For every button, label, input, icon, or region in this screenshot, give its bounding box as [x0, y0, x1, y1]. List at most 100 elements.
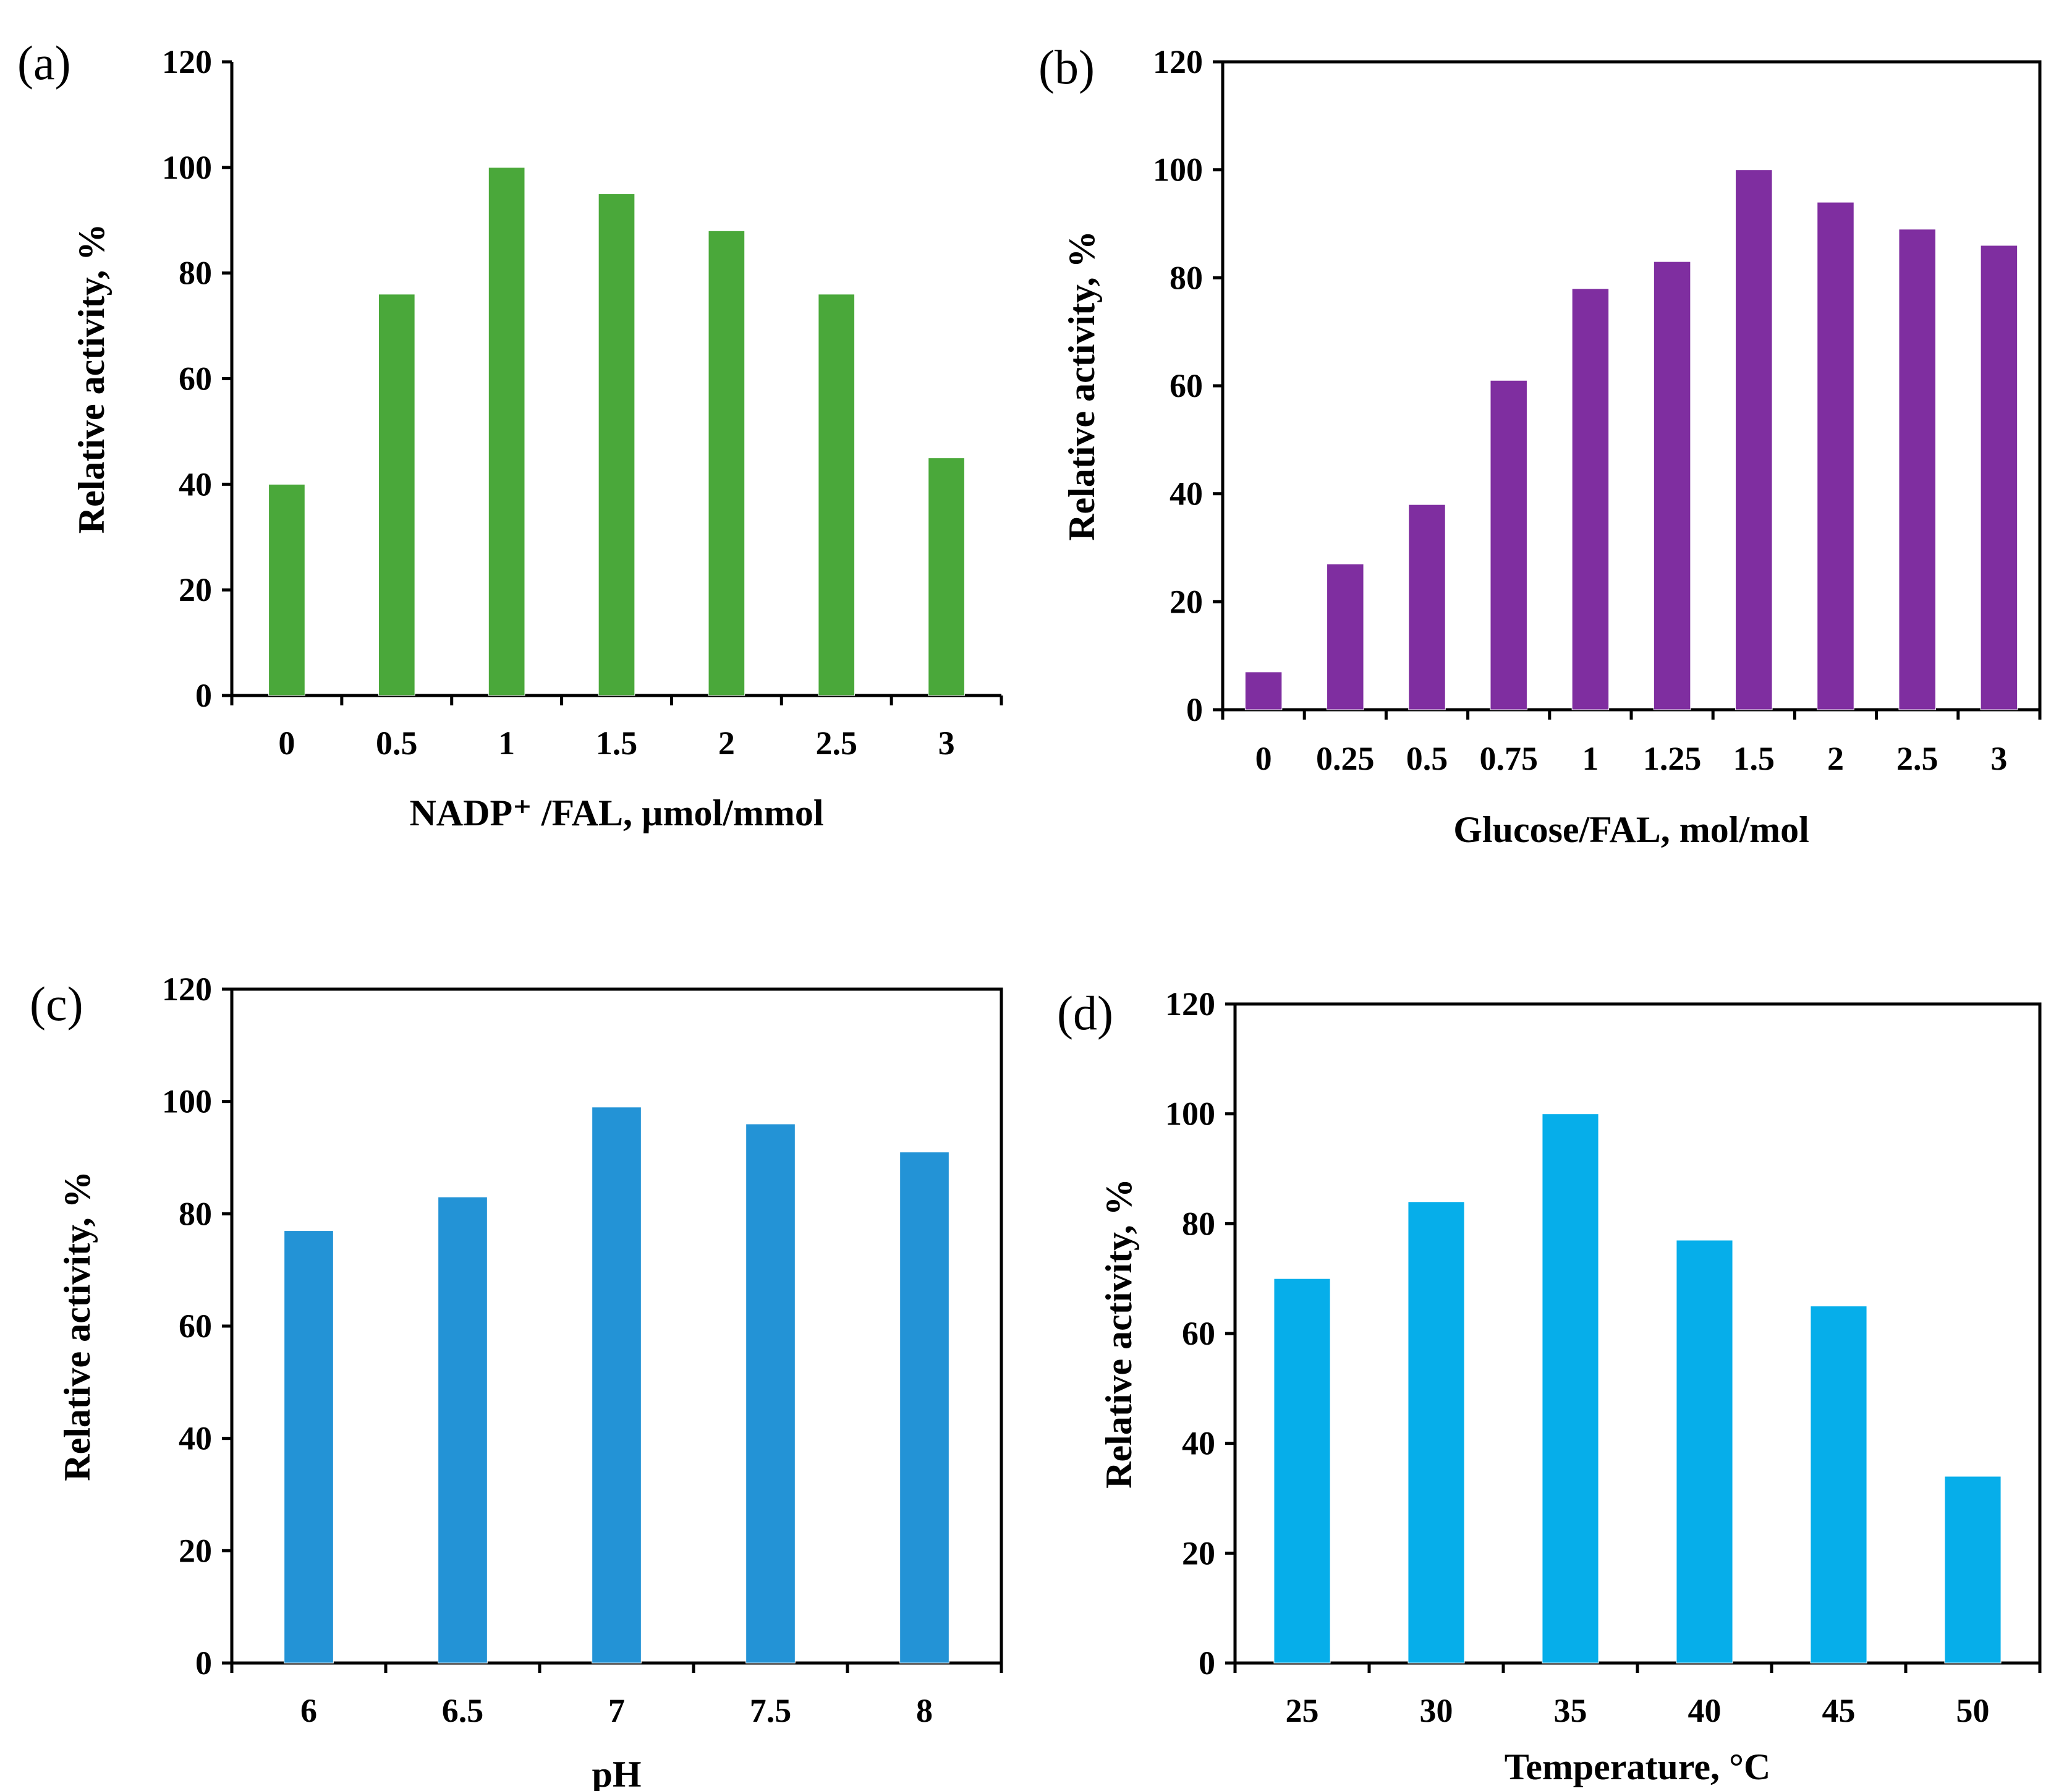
y-tick-label: 100: [162, 1083, 212, 1120]
bar-1: [1571, 288, 1610, 710]
bar-0: [1244, 671, 1283, 710]
bar-1: [488, 167, 525, 696]
y-axis-title: Relative activity, %: [71, 224, 112, 534]
x-tick-label: 2.5: [815, 725, 857, 762]
y-tick-label: 60: [179, 1308, 212, 1345]
x-tick-label: 2.5: [1896, 740, 1938, 777]
panel-label: (a): [17, 36, 71, 90]
y-axis-title: Relative activity, %: [57, 1171, 98, 1481]
bar-1.5: [1735, 169, 1773, 710]
panel-d: 25 30 35 40 45 50 0 20 40 60 80 100 120 Temperature, …: [1057, 985, 2042, 1787]
x-tick-label: 0: [278, 725, 295, 762]
x-tick-label: 7.5: [750, 1692, 792, 1729]
y-tick-label: 20: [1182, 1534, 1215, 1572]
y-tick-label: 80: [179, 255, 212, 292]
x-tick-label: 6.5: [442, 1692, 484, 1729]
x-tick-label: 25: [1286, 1692, 1319, 1729]
bar-0.25: [1327, 563, 1364, 710]
y-tick-label: 100: [162, 149, 212, 186]
bar-45: [1810, 1306, 1867, 1664]
y-tick-label: 60: [179, 360, 212, 398]
panel-label: (c): [30, 977, 83, 1031]
y-tick-label: 20: [179, 571, 212, 608]
y-tick-label: 60: [1170, 367, 1203, 404]
bar-2.5: [818, 294, 856, 696]
x-tick-label: 1.5: [596, 725, 638, 762]
bar-2: [708, 230, 745, 696]
y-tick-label: 20: [179, 1532, 212, 1569]
x-tick-label: 50: [1956, 1692, 1990, 1729]
y-tick-label: 100: [1165, 1095, 1215, 1133]
x-tick-label: 0.5: [376, 725, 418, 762]
x-tick-label: 8: [916, 1692, 933, 1729]
x-tick-label: 3: [1990, 740, 2007, 777]
y-axis-title: Relative activity, %: [1061, 231, 1102, 541]
y-tick-label: 40: [179, 466, 212, 503]
bar-3: [1980, 245, 2018, 710]
x-tick-label: 7: [608, 1692, 625, 1729]
x-axis-title: NADP⁺ /FAL, µmol/mmol: [409, 793, 823, 833]
x-axis-title: Temperature, °C: [1505, 1746, 1771, 1787]
y-tick-label: 80: [179, 1195, 212, 1232]
x-tick-label: 30: [1420, 1692, 1453, 1729]
y-tick-label: 40: [179, 1420, 212, 1457]
bar-0: [268, 483, 305, 696]
panel-label: (b): [1038, 40, 1095, 94]
x-tick-label: 0.5: [1406, 740, 1448, 777]
bar-2.5: [1898, 229, 1936, 710]
x-axis-title: pH: [592, 1754, 641, 1791]
bar-2: [1817, 202, 1854, 710]
bar-30: [1408, 1201, 1465, 1664]
y-tick-label: 80: [1182, 1205, 1215, 1242]
y-tick-label: 120: [1165, 985, 1215, 1023]
x-tick-label: 45: [1822, 1692, 1856, 1729]
bar-40: [1676, 1240, 1733, 1664]
plot-frame: [1233, 1002, 2042, 1665]
bar-1.25: [1653, 261, 1691, 710]
x-tick-label: 6: [300, 1692, 317, 1729]
x-tick-label: 40: [1688, 1692, 1722, 1729]
panel-b: 0 0.25 0.5 0.75 1 1.25 1.5 2 2.5 3 0 20 40 60 80 100 120…: [1038, 40, 2042, 850]
y-tick-label: 100: [1153, 151, 1203, 189]
bar-7.5: [745, 1123, 796, 1664]
y-tick-label: 0: [1199, 1644, 1215, 1682]
y-tick-label: 20: [1170, 583, 1203, 620]
bar-0.5: [378, 294, 415, 696]
panel-label: (d): [1057, 986, 1113, 1040]
y-axis-title: Relative activity, %: [1098, 1178, 1139, 1489]
panel-a: 0 0.5 1 1.5 2 2.5 3 0 20 40 60 80 100 120 NADP⁺ /FAL, …: [17, 36, 1003, 833]
x-tick-label: 0.25: [1316, 740, 1375, 777]
bar-0.75: [1490, 380, 1527, 710]
y-tick-label: 0: [195, 677, 212, 714]
bar-35: [1542, 1113, 1599, 1664]
bar-25: [1273, 1278, 1331, 1664]
x-tick-label: 1.5: [1733, 740, 1775, 777]
x-axis-title: Glucose/FAL, mol/mol: [1453, 809, 1809, 850]
y-tick-label: 40: [1182, 1425, 1215, 1462]
x-tick-label: 35: [1554, 1692, 1587, 1729]
bar-0.5: [1408, 504, 1446, 710]
x-tick-label: 0.75: [1479, 740, 1538, 777]
y-tick-label: 0: [1186, 691, 1203, 728]
x-tick-label: 3: [938, 725, 955, 762]
y-tick-label: 120: [162, 971, 212, 1008]
y-tick-label: 0: [195, 1644, 212, 1682]
bar-50: [1944, 1476, 2002, 1664]
y-tick-label: 120: [1153, 43, 1203, 80]
bar-8: [899, 1151, 949, 1664]
bar-7: [592, 1107, 642, 1664]
y-tick-label: 60: [1182, 1315, 1215, 1352]
x-tick-label: 2: [1827, 740, 1844, 777]
bar-6: [284, 1230, 334, 1664]
y-tick-label: 80: [1170, 259, 1203, 296]
x-tick-label: 0: [1255, 740, 1272, 777]
x-tick-label: 1: [1582, 740, 1599, 777]
y-tick-label: 120: [162, 43, 212, 80]
bar-3: [928, 457, 965, 696]
bar-6.5: [438, 1196, 488, 1664]
y-tick-label: 40: [1170, 475, 1203, 513]
x-tick-label: 1: [498, 725, 515, 762]
x-tick-label: 1.25: [1643, 740, 1702, 777]
